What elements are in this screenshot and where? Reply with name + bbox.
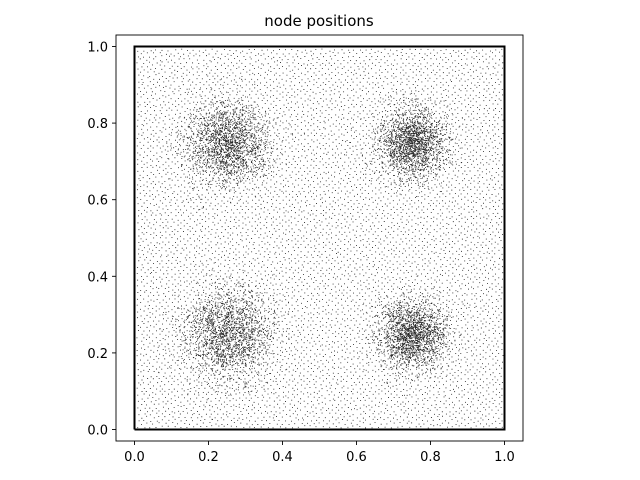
boundary-line	[133, 45, 506, 431]
x-tick-label: 0.8	[420, 450, 441, 465]
y-tick-label: 0.4	[87, 270, 108, 285]
y-tick-label: 0.8	[87, 117, 108, 132]
chart-title: node positions	[264, 12, 374, 30]
x-tick-label: 0.4	[272, 450, 293, 465]
x-tick-label: 1.0	[494, 450, 515, 465]
y-tick-label: 0.0	[87, 424, 108, 439]
x-tick-label: 0.2	[198, 450, 219, 465]
x-tick-label: 0.6	[346, 450, 367, 465]
domain-boundary	[133, 45, 506, 431]
node-points	[134, 46, 506, 431]
y-tick-label: 1.0	[87, 40, 108, 55]
node-point-markers	[134, 46, 506, 431]
y-tick-label: 0.6	[87, 194, 108, 209]
axes-frame	[115, 34, 524, 442]
x-tick-label: 0.0	[124, 450, 145, 465]
axes: 0.0 0.2 0.4 0.6 0.8 1.0 0.0 0.2 0.4 0.6 0.8 1.0	[87, 34, 524, 465]
y-tick-label: 0.2	[87, 347, 108, 362]
